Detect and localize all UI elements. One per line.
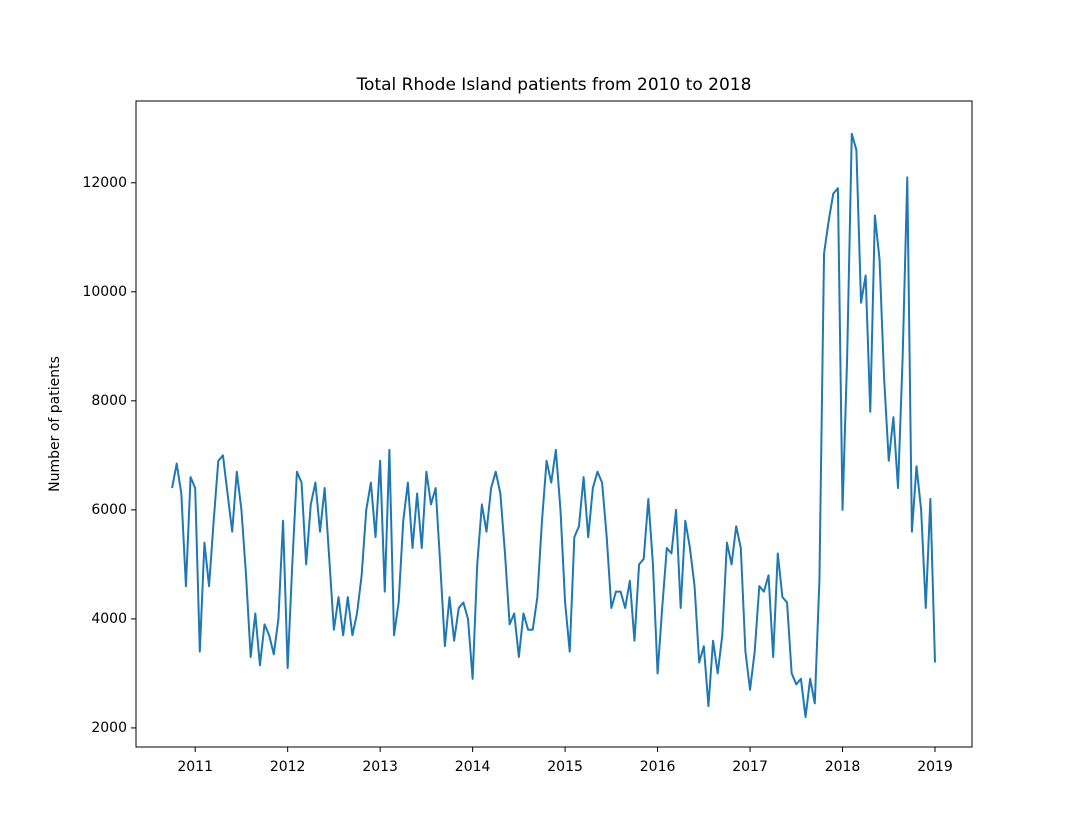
x-tick-label: 2013 — [362, 759, 398, 775]
x-tick-label: 2012 — [270, 759, 306, 775]
y-tick-label: 6000 — [91, 502, 127, 518]
plot-frame — [135, 100, 973, 748]
y-tick-label: 2000 — [91, 720, 127, 736]
y-axis-label: Number of patients — [47, 356, 63, 492]
x-tick-label: 2017 — [732, 759, 768, 775]
y-tick-label: 12000 — [82, 175, 127, 191]
x-tick-label: 2016 — [640, 759, 676, 775]
x-tick-label: 2019 — [917, 759, 953, 775]
x-tick-label: 2014 — [455, 759, 491, 775]
y-tick-label: 4000 — [91, 611, 127, 627]
data-line — [171, 132, 937, 719]
x-tick-label: 2018 — [825, 759, 861, 775]
x-tick-label: 2015 — [547, 759, 583, 775]
y-tick-label: 10000 — [82, 284, 127, 300]
chart-title: Total Rhode Island patients from 2010 to… — [356, 75, 752, 95]
x-tick-label: 2011 — [177, 759, 213, 775]
y-tick-label: 8000 — [91, 393, 127, 409]
